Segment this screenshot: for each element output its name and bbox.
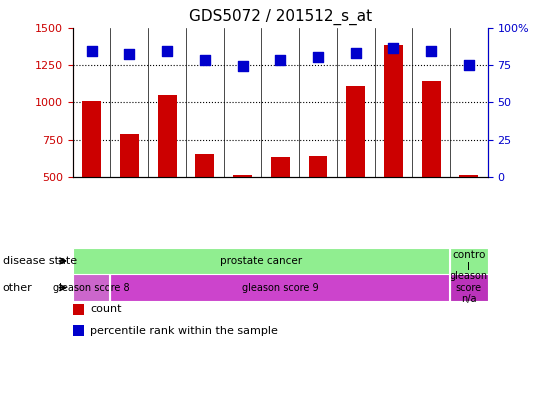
Text: gleason score 9: gleason score 9 bbox=[242, 283, 319, 293]
Bar bbox=[73, 274, 110, 301]
Title: GDS5072 / 201512_s_at: GDS5072 / 201512_s_at bbox=[189, 9, 372, 25]
Bar bbox=[73, 304, 85, 315]
Text: percentile rank within the sample: percentile rank within the sample bbox=[90, 326, 278, 336]
Text: count: count bbox=[90, 304, 122, 314]
Bar bbox=[157, 95, 177, 252]
Bar bbox=[120, 134, 139, 252]
Bar bbox=[384, 46, 403, 252]
Text: disease state: disease state bbox=[3, 256, 77, 266]
Point bbox=[465, 62, 473, 68]
Bar bbox=[73, 325, 85, 336]
Bar bbox=[450, 274, 488, 301]
Point bbox=[276, 57, 285, 64]
Text: gleason
score
n/a: gleason score n/a bbox=[450, 271, 488, 304]
Bar bbox=[308, 156, 328, 252]
Bar bbox=[450, 248, 488, 274]
Point bbox=[163, 48, 171, 55]
Bar bbox=[233, 175, 252, 252]
Point bbox=[351, 50, 360, 56]
Point bbox=[314, 54, 322, 61]
Bar bbox=[82, 101, 101, 252]
Point bbox=[389, 45, 398, 51]
Bar bbox=[271, 158, 290, 252]
Point bbox=[238, 63, 247, 70]
Bar bbox=[460, 175, 479, 252]
Text: prostate cancer: prostate cancer bbox=[220, 256, 302, 266]
Point bbox=[125, 51, 134, 57]
Bar bbox=[422, 81, 441, 252]
Bar bbox=[110, 274, 450, 301]
Text: contro
l: contro l bbox=[452, 250, 486, 272]
Bar bbox=[195, 154, 215, 252]
Point bbox=[87, 48, 96, 55]
Point bbox=[427, 48, 436, 55]
Bar bbox=[347, 86, 365, 252]
Point bbox=[201, 57, 209, 64]
Text: gleason score 8: gleason score 8 bbox=[53, 283, 130, 293]
Text: other: other bbox=[3, 283, 32, 293]
